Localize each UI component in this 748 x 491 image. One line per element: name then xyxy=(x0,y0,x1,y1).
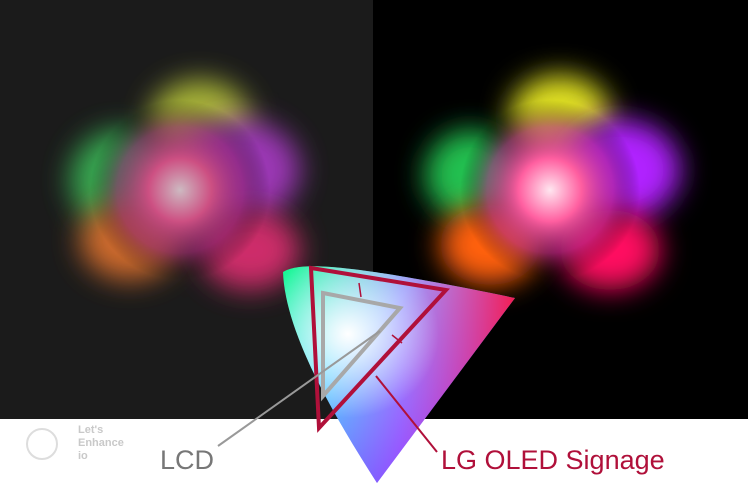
lcd-explosion xyxy=(70,80,300,290)
oled-label: LG OLED Signage xyxy=(441,445,665,475)
arrow xyxy=(391,334,403,344)
watermark-text: io xyxy=(78,450,88,462)
oled-pointer xyxy=(375,375,438,453)
lcd-pointer xyxy=(217,330,381,447)
watermark: Let's Enhance io xyxy=(26,424,124,462)
watermark-text: Enhance xyxy=(78,437,124,449)
oled-explosion xyxy=(425,75,680,290)
lcd-gamut xyxy=(321,290,404,402)
lcd-label: LCD xyxy=(160,445,214,475)
arrow xyxy=(358,282,362,298)
oled-gamut xyxy=(308,265,450,433)
watermark-text: Let's xyxy=(78,424,103,436)
